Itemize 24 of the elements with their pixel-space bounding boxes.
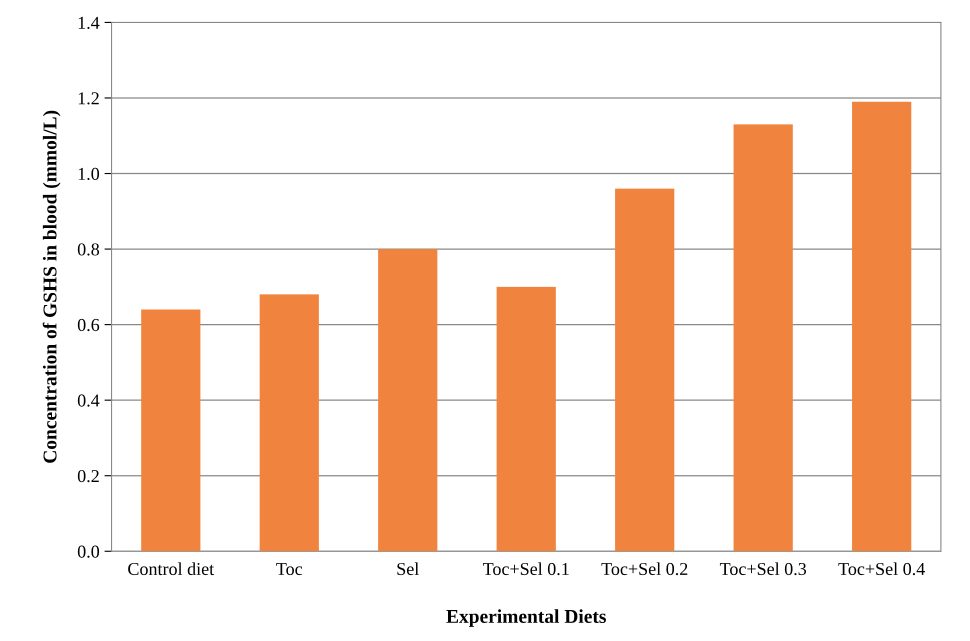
y-tick-label: 1.0 (78, 168, 100, 180)
y-tick-label: 0.2 (78, 470, 99, 482)
x-tick-label: Toc+Sel 0.4 (838, 562, 925, 576)
y-tick-label: 0.4 (78, 394, 100, 407)
x-tick-label: Toc+Sel 0.3 (720, 562, 806, 576)
y-tick-label: 0.6 (78, 318, 100, 332)
x-tick-label: Toc (276, 563, 302, 576)
y-axis-title: Concentration of GSHS in blood (mmol/L) (42, 110, 61, 463)
y-tick-label: 0.0 (78, 546, 100, 558)
x-axis-title: Experimental Diets (446, 609, 606, 627)
x-tick-label: Control diet (128, 562, 214, 576)
y-tick-label: 0.8 (78, 243, 100, 256)
bar (496, 286, 556, 552)
y-tick-label: 1.2 (78, 92, 99, 105)
y-tick-label: 1.4 (78, 16, 100, 29)
x-tick-label: Sel (397, 562, 419, 576)
bar (615, 188, 674, 552)
bar (852, 102, 912, 552)
bar (378, 249, 438, 552)
bar (260, 294, 319, 552)
x-tick-label: Toc+Sel 0.1 (482, 562, 569, 576)
x-tick-label: Toc+Sel 0.2 (601, 562, 688, 576)
bar (141, 310, 200, 552)
bar (734, 124, 793, 552)
